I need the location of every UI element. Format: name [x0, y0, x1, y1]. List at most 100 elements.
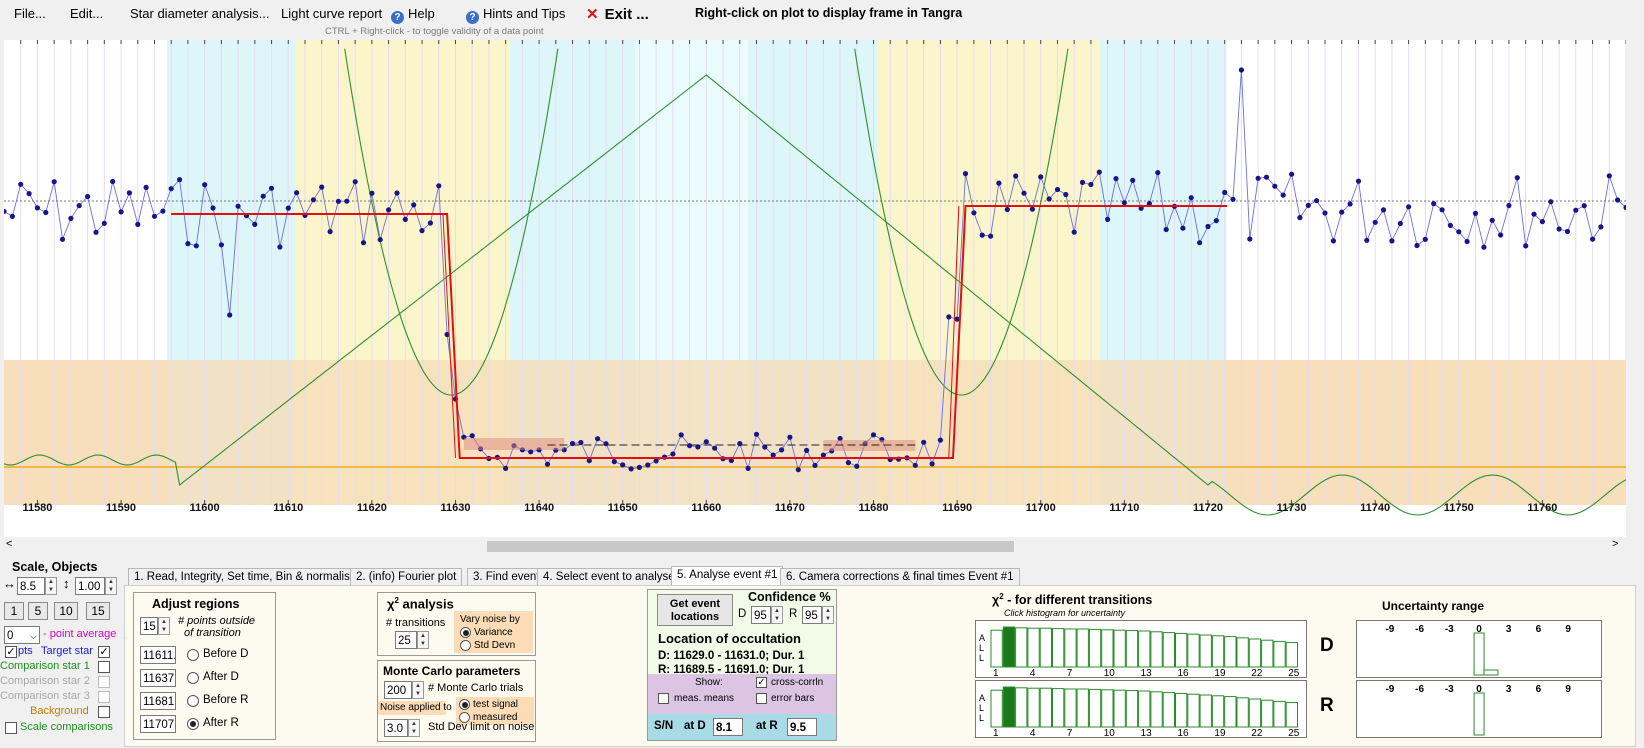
transitions-input[interactable]: 25 [395, 631, 417, 649]
hist-d-bar [1101, 629, 1114, 668]
points-outside-input[interactable]: 15 [140, 617, 158, 635]
data-point [988, 233, 994, 239]
comparison-star-3-checkbox[interactable] [98, 691, 110, 703]
x-tick-label: 11690 [942, 502, 972, 514]
error-bars-checkbox[interactable] [756, 693, 767, 704]
tab-read-integrity[interactable]: 1. Read, Integrity, Set time, Bin & norm… [128, 568, 363, 590]
scale-x-spinner[interactable]: ▲ ▼ [45, 577, 57, 595]
chi-hist-title-rest: - for different transitions [1003, 593, 1153, 608]
transitions-spinner[interactable]: ▲ ▼ [417, 631, 429, 649]
menu-light-curve-report[interactable]: Light curve report [281, 6, 383, 21]
monte-carlo-trials-spinner[interactable]: ▲ ▼ [412, 681, 424, 699]
menu-file[interactable]: File... [14, 6, 46, 21]
scale-x-input[interactable]: 8.5 [17, 577, 45, 595]
scroll-thumb[interactable] [487, 541, 1014, 552]
scale-comparisons-checkbox[interactable] [5, 722, 17, 734]
confidence-d-spinner[interactable]: ▲ ▼ [771, 606, 783, 624]
data-point [1615, 197, 1621, 203]
tab-find-events[interactable]: 3. Find events [467, 568, 552, 590]
menu-exit[interactable]: ✕ Exit ... [586, 5, 649, 23]
before-r-radio[interactable] [187, 695, 199, 707]
before-d-radio[interactable] [187, 649, 199, 661]
chi2-histogram-d[interactable]: A L L 1 4 7 10 13 16 19 22 25 [975, 620, 1307, 679]
data-point [26, 191, 32, 197]
data-point [277, 244, 283, 250]
data-point [1472, 210, 1479, 216]
bottom-shade-r [823, 440, 916, 451]
test-signal-label: test signal [473, 699, 519, 710]
avg-15-button[interactable]: 15 [86, 602, 110, 620]
points-outside-spinner[interactable]: ▲ ▼ [158, 617, 170, 635]
cross-corrln-checkbox[interactable]: ✓ [756, 677, 767, 688]
data-point [595, 436, 601, 442]
variance-radio[interactable] [460, 627, 471, 638]
scale-y-spinner[interactable]: ▲ ▼ [105, 577, 117, 595]
plot-scrollbar[interactable]: < > [0, 538, 1626, 554]
data-point [1464, 238, 1470, 245]
confidence-r-input[interactable]: 95 [802, 606, 822, 624]
comparison-star-2-checkbox[interactable] [98, 676, 110, 688]
data-point [1096, 169, 1102, 175]
hist-d-bar [1162, 632, 1175, 668]
menu-star-diameter[interactable]: Star diameter analysis... [130, 6, 270, 21]
data-point [1573, 207, 1579, 213]
std-dev-limit-label: Std Dev limit on noise [428, 721, 535, 733]
comparison-star-1-checkbox[interactable] [98, 661, 110, 673]
sn-at-d-label: at D [684, 720, 706, 732]
avg-10-button[interactable]: 10 [54, 602, 78, 620]
measured-radio[interactable] [459, 712, 470, 723]
unc-d-tick-label: 0 [1476, 624, 1482, 635]
tab-fourier-plot[interactable]: 2. (info) Fourier plot [350, 568, 463, 590]
std-dev-limit-spinner[interactable]: ▲ ▼ [408, 719, 420, 737]
model-fit-line [171, 205, 1228, 459]
chi2-histogram-r[interactable]: A L L 1 4 7 10 13 16 19 22 25 [975, 680, 1307, 739]
x-tick-label: 11600 [190, 502, 220, 514]
std-devn-radio[interactable] [460, 640, 471, 651]
data-point [135, 221, 141, 227]
tab-select-event[interactable]: 4. Select event to analyse [537, 568, 681, 590]
background-checkbox[interactable] [98, 706, 110, 718]
after-d-radio[interactable] [187, 672, 199, 684]
std-dev-limit-input[interactable]: 3.0 [384, 719, 408, 737]
vary-noise-label: Vary noise by [460, 614, 520, 625]
test-signal-radio[interactable] [459, 699, 470, 710]
target-star-checkbox[interactable]: ✓ [98, 646, 110, 658]
uncertainty-plot-r-svg[interactable]: -9 -6 -3 0 3 6 9 [1357, 681, 1601, 737]
light-curve-plot[interactable]: 11580 11590 11600 11610 11620 11630 11640 11650… [1, 40, 1629, 537]
data-point [1130, 177, 1136, 183]
pts-checkbox[interactable]: ✓ [5, 646, 17, 658]
avg-1-button[interactable]: 1 [4, 602, 24, 620]
tab-camera-corrections[interactable]: 6. Camera corrections & final times Even… [780, 568, 1020, 590]
menu-hints[interactable]: ? Hints and Tips [466, 6, 565, 24]
after-d-label: After D [203, 671, 239, 683]
noise-applied-box: Noise applied to [378, 701, 452, 715]
hist-d-bar [1052, 628, 1065, 668]
uncertainty-plot-r[interactable]: -9 -6 -3 0 3 6 9 [1356, 680, 1602, 738]
light-curve-svg[interactable]: 11580 11590 11600 11610 11620 11630 11640 11650… [1, 40, 1629, 537]
signal-noise-box: S/N at D 8.1 at R 9.5 [648, 714, 836, 740]
menu-edit[interactable]: Edit... [70, 6, 104, 21]
avg-5-button[interactable]: 5 [28, 602, 48, 620]
confidence-r-spinner[interactable]: ▲ ▼ [822, 606, 834, 624]
hist-d-bar [1273, 640, 1286, 668]
menu-help[interactable]: ? Help [391, 6, 435, 24]
hist-r-bar [1261, 699, 1274, 728]
region-band-lower [294, 360, 510, 505]
sn-at-r-label: at R [756, 720, 778, 732]
monte-carlo-trials-input[interactable]: 200 [384, 681, 412, 699]
meas-means-checkbox[interactable] [658, 693, 669, 704]
point-average-select[interactable]: 0 ⌵ [4, 626, 40, 644]
get-event-locations-button[interactable]: Get event locations [657, 594, 733, 626]
scale-y-input[interactable]: 1.00 [75, 577, 105, 595]
after-r-radio[interactable] [187, 718, 199, 730]
monte-carlo-group: Monte Carlo parameters 200 ▲ ▼ # Monte Ca… [377, 660, 536, 742]
data-point [1414, 242, 1420, 249]
scroll-right-icon[interactable]: > [1612, 538, 1619, 550]
scroll-left-icon[interactable]: < [6, 538, 13, 550]
uncertainty-plot-d-svg[interactable]: -9 -6 -3 0 3 6 9 [1357, 621, 1601, 677]
confidence-d-input[interactable]: 95 [751, 606, 771, 624]
uncertainty-plot-d[interactable]: -9 -6 -3 0 3 6 9 [1356, 620, 1602, 678]
data-point [202, 182, 208, 188]
